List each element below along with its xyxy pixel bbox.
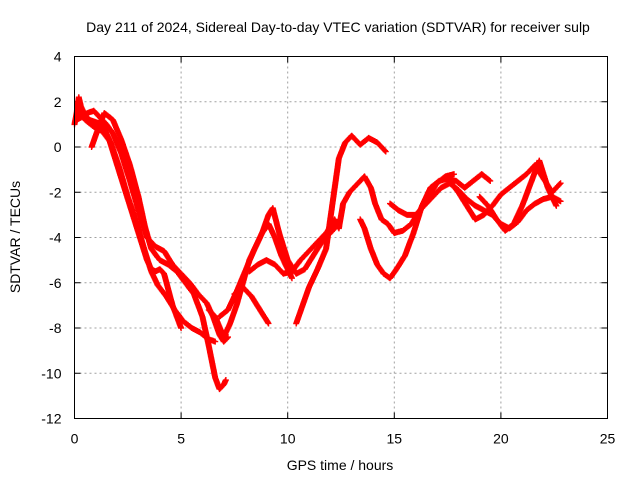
y-tick-label: 2: [54, 94, 62, 110]
series-track-3: [88, 110, 229, 393]
x-tick-label: 5: [177, 431, 185, 447]
data-point-markers: [357, 171, 494, 282]
x-tick-label: 10: [280, 431, 296, 447]
series-track-14: [476, 157, 560, 234]
series-track-11: [357, 171, 494, 282]
x-tick-label: 25: [600, 431, 616, 447]
y-tick-label: -8: [49, 320, 62, 336]
data-point-markers: [88, 110, 229, 393]
grid: [74, 56, 608, 419]
data-point-markers: [231, 284, 272, 327]
chart-title: Day 211 of 2024, Sidereal Day-to-day VTE…: [86, 19, 590, 35]
data-point-markers: [476, 157, 560, 234]
y-tick-label: 4: [54, 49, 62, 65]
y-tick-label: -2: [49, 184, 62, 200]
x-axis-label: GPS time / hours: [287, 457, 394, 473]
data-point-markers: [73, 107, 232, 345]
y-tick-label: -6: [49, 275, 62, 291]
data-point-markers: [293, 132, 389, 327]
y-tick-label: -10: [41, 365, 61, 381]
plot-frame: [74, 56, 608, 419]
y-tick-label: 0: [54, 139, 62, 155]
series-track-4: [75, 107, 219, 345]
x-tick-label: 0: [71, 431, 79, 447]
data-marks: [71, 94, 564, 393]
y-tick-label: -12: [41, 411, 61, 427]
y-tick-label: -4: [49, 230, 62, 246]
x-tick-label: 20: [493, 431, 509, 447]
x-tick-label: 15: [387, 431, 403, 447]
y-axis-label: SDTVAR / TECUs: [7, 181, 23, 293]
series-track-2: [73, 107, 232, 345]
series-track-7: [231, 284, 272, 327]
series-track-9: [293, 132, 389, 327]
data-point-markers: [75, 107, 219, 345]
tick-labels: 0 5 10 15 20 25 -12 -10 -8 -6 -4 -2 0 2 4: [41, 49, 615, 447]
